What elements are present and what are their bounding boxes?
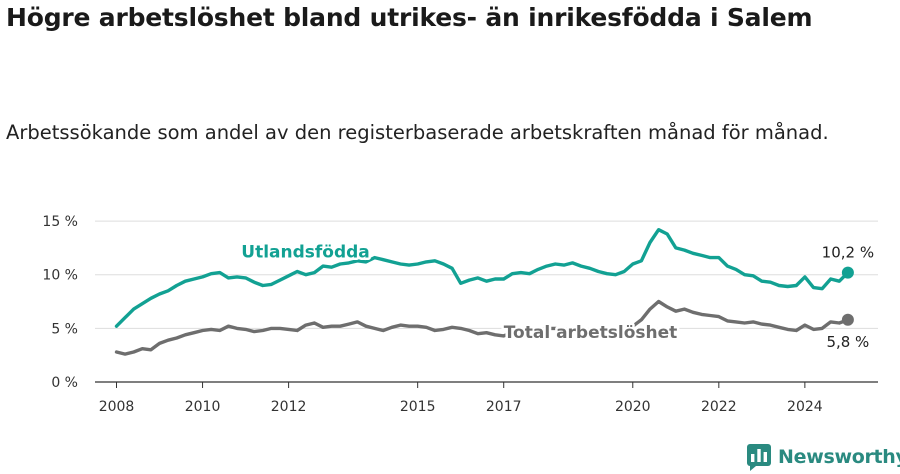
series-label-halo-0: Utlandsfödda [241, 243, 370, 263]
series-line-1 [114, 299, 850, 356]
newsworthy-logo: Newsworthy [746, 443, 900, 471]
series-label-1: Total arbetslöshet [504, 323, 678, 343]
series-endpoint-0 [841, 266, 854, 279]
chart-title: Högre arbetslöshet bland utrikes- än inr… [6, 3, 813, 32]
x-axis: 2008 2010 2012 2015 2017 2020 2022 2024 [95, 381, 878, 415]
y-tick-label: 15 % [42, 214, 78, 230]
x-tick-label: 2022 [701, 399, 737, 415]
x-tick-label: 2008 [99, 399, 135, 415]
x-tick-label: 2024 [787, 399, 823, 415]
x-tick-label: 2020 [615, 399, 651, 415]
x-tick-label: 2012 [271, 399, 307, 415]
x-tick-label: 2017 [486, 399, 522, 415]
series-endpoint-1 [841, 313, 854, 326]
series-label-halo-1: Total arbetslöshet [504, 323, 678, 343]
series-labels: 10,2 %5,8 %UtlandsföddaUtlandsföddaTotal… [239, 240, 874, 351]
chart-subtitle: Arbetssökande som andel av den registerb… [6, 121, 829, 144]
newsworthy-logo-icon [747, 444, 771, 471]
series-end-label-0: 10,2 % [822, 244, 874, 262]
series-line-0 [114, 228, 850, 328]
y-tick-label: 0 % [51, 375, 78, 391]
y-axis-ticks: 0 % 5 % 10 % 15 % [42, 214, 78, 391]
y-tick-label: 5 % [51, 321, 78, 337]
series-lines [114, 228, 854, 356]
series-label-0: Utlandsfödda [241, 243, 370, 263]
series-end-label-1: 5,8 % [826, 333, 869, 351]
x-tick-label: 2010 [185, 399, 221, 415]
y-tick-label: 10 % [42, 268, 78, 284]
x-tick-label: 2015 [400, 399, 436, 415]
newsworthy-logo-text: Newsworthy [778, 446, 900, 468]
